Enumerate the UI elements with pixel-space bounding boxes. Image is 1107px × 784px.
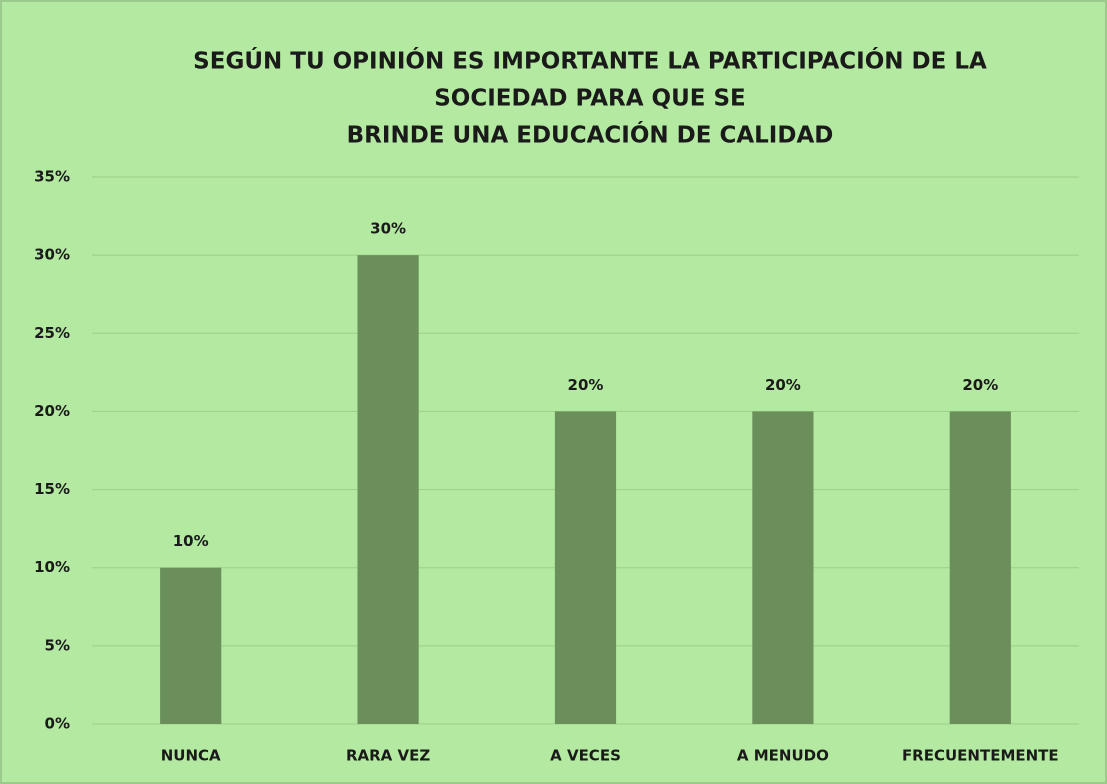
y-tick-label: 5% <box>45 636 70 654</box>
x-tick-label: RARA VEZ <box>346 747 430 765</box>
bar <box>949 411 1011 724</box>
x-tick-label: A MENUDO <box>737 747 829 765</box>
data-label: 30% <box>370 220 406 238</box>
chart-title: SOCIEDAD PARA QUE SE <box>434 86 746 112</box>
y-tick-label: 25% <box>34 324 70 342</box>
y-tick-label: 0% <box>45 715 70 733</box>
data-label: 20% <box>765 376 801 394</box>
x-tick-label: NUNCA <box>161 747 221 765</box>
y-tick-label: 10% <box>34 558 70 576</box>
y-tick-label: 15% <box>34 480 70 498</box>
y-tick-label: 35% <box>34 168 70 186</box>
x-tick-label: FRECUENTEMENTE <box>902 747 1059 765</box>
data-label: 20% <box>568 376 604 394</box>
chart-title: SEGÚN TU OPINIÓN ES IMPORTANTE LA PARTIC… <box>193 47 987 75</box>
bar <box>160 567 222 724</box>
bar <box>752 411 814 724</box>
y-tick-label: 20% <box>34 402 70 420</box>
y-tick-label: 30% <box>34 246 70 264</box>
bar <box>357 255 419 724</box>
bar <box>554 411 617 724</box>
data-label: 10% <box>173 532 209 550</box>
chart-title: BRINDE UNA EDUCACIÓN DE CALIDAD <box>347 121 834 149</box>
x-tick-label: A VECES <box>550 747 621 765</box>
data-label: 20% <box>962 376 998 394</box>
